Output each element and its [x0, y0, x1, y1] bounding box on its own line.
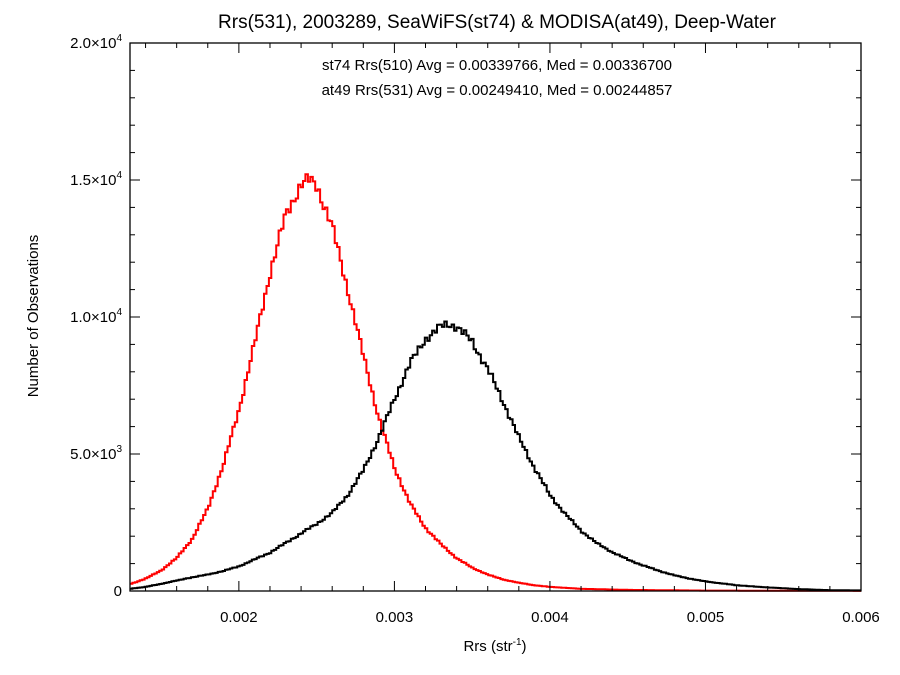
x-axis-label: Rrs (str-1)	[463, 637, 526, 655]
y-tick-exponent: 4	[116, 33, 122, 44]
tick-labels: 0.002 0.003 0.004 0.005 0.00605.0×1031.0×104…	[70, 33, 880, 626]
at49-annotation: at49 Rrs(531) Avg = 0.00249410, Med = 0.…	[322, 82, 673, 99]
y-tick-mantissa: 2.0×10	[70, 35, 116, 52]
y-tick-mantissa: 1.5×10	[70, 172, 116, 189]
y-tick-label: 1.0×104	[70, 307, 122, 326]
y-tick-exponent: 4	[116, 307, 122, 318]
x-axis-label-base: Rrs (str	[463, 638, 512, 655]
y-tick-mantissa: 5.0×10	[70, 446, 116, 463]
y-tick-mantissa: 1.0×10	[70, 309, 116, 326]
y-axis-label: Number of Observations	[25, 235, 42, 398]
y-tick-label: 1.5×104	[70, 170, 122, 189]
x-axis-label-tail: )	[522, 638, 527, 655]
y-tick-mantissa: 0	[114, 583, 122, 600]
y-tick-exponent: 4	[116, 170, 122, 181]
x-tick-label: 0.006	[842, 609, 880, 626]
y-tick-label: 0	[114, 583, 122, 600]
tick-layer	[130, 42, 862, 592]
st74-annotation: st74 Rrs(510) Avg = 0.00339766, Med = 0.…	[322, 57, 672, 74]
y-tick-exponent: 3	[116, 444, 122, 455]
x-tick-label: 0.005	[687, 609, 725, 626]
at49-histogram-line	[130, 173, 861, 592]
y-tick-label: 2.0×104	[70, 33, 122, 52]
x-axis-label-sup: -1	[513, 637, 522, 648]
x-tick-label: 0.002	[220, 609, 258, 626]
st74-histogram-line	[130, 320, 861, 592]
chart-title: Rrs(531), 2003289, SeaWiFS(st74) & MODIS…	[218, 12, 777, 33]
x-tick-label: 0.004	[531, 609, 569, 626]
x-tick-label: 0.003	[376, 609, 414, 626]
y-tick-label: 5.0×103	[70, 444, 122, 463]
